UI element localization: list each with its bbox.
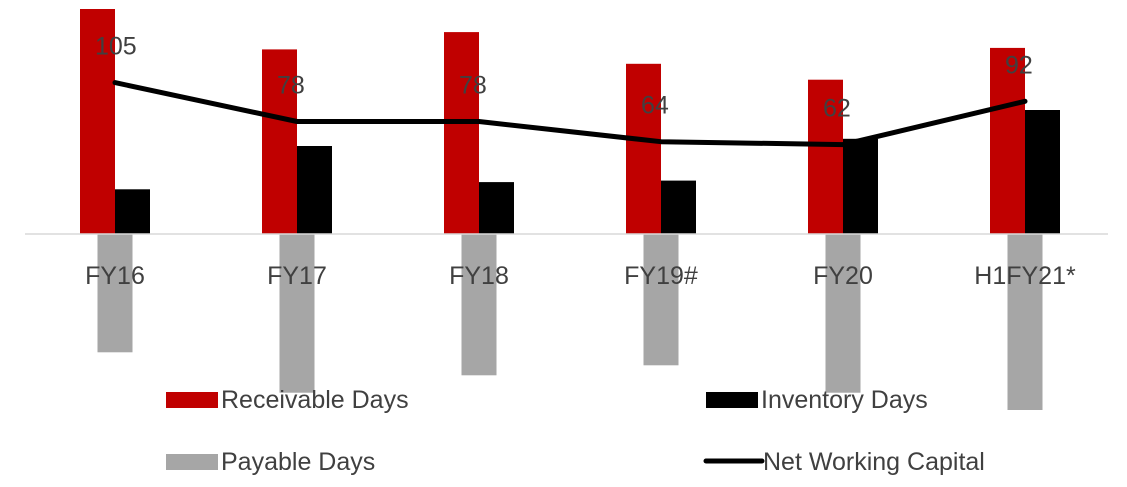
- legend-swatch-payable-days: [166, 454, 218, 470]
- legend-swatch-inventory-days: [706, 392, 758, 408]
- bar-inventory-days-fy18: [479, 182, 514, 234]
- bar-receivable-days-fy18: [444, 32, 479, 234]
- legend-label-payable-days: Payable Days: [221, 448, 375, 476]
- bar-payable-days-fy16: [97, 234, 133, 353]
- bar-payable-days-fy19: [643, 234, 679, 366]
- line-layer: [112, 80, 1028, 148]
- x-tick-label-fy19: FY19#: [624, 262, 698, 290]
- bar-inventory-days-fy16: [115, 189, 150, 234]
- data-label-fy20: 62: [823, 95, 851, 123]
- data-label-fy16: 105: [95, 33, 137, 61]
- legend-label-inventory-days: Inventory Days: [761, 386, 928, 414]
- bar-payable-days-fy20: [825, 234, 861, 393]
- x-tick-label-h1fy21: H1FY21*: [974, 262, 1076, 290]
- data-label-h1fy21: 92: [1005, 51, 1033, 79]
- data-label-fy19: 64: [641, 92, 669, 120]
- bar-receivable-days-fy17: [262, 49, 297, 235]
- legend-item-payable-days: Payable Days: [166, 448, 375, 476]
- x-tick-labels: FY16 FY17 FY18 FY19# FY20 H1FY21*: [85, 262, 1076, 290]
- legend-label-receivable-days: Receivable Days: [221, 386, 409, 414]
- bar-inventory-days-h1fy21: [1025, 110, 1060, 234]
- bar-receivable-days-fy16: [80, 9, 115, 234]
- data-label-fy17: 78: [277, 72, 305, 100]
- bar-inventory-days-fy20: [843, 138, 878, 234]
- line-net-working-capital: [112, 80, 1028, 148]
- bar-inventory-days-fy17: [297, 146, 332, 234]
- legend-item-inventory-days: Inventory Days: [706, 386, 928, 414]
- legend-item-receivable-days: Receivable Days: [166, 386, 409, 414]
- bars-layer: [80, 9, 1060, 410]
- x-tick-label-fy20: FY20: [813, 262, 873, 290]
- data-labels: 105 78 78 64 62 92: [95, 33, 1033, 123]
- data-label-fy18: 78: [459, 72, 487, 100]
- legend-item-net-working-capital: Net Working Capital: [703, 448, 985, 476]
- bar-receivable-days-fy19: [626, 63, 661, 234]
- bar-receivable-days-h1fy21: [990, 47, 1025, 235]
- x-tick-label-fy16: FY16: [85, 262, 145, 290]
- bar-receivable-days-fy20: [808, 79, 843, 234]
- legend-swatch-receivable-days: [166, 392, 218, 408]
- legend-label-net-working-capital: Net Working Capital: [763, 448, 985, 476]
- bar-payable-days-h1fy21: [1007, 234, 1043, 410]
- x-tick-label-fy18: FY18: [449, 262, 509, 290]
- bar-payable-days-fy18: [461, 234, 497, 376]
- x-tick-label-fy17: FY17: [267, 262, 327, 290]
- bar-inventory-days-fy19: [661, 180, 696, 234]
- bar-payable-days-fy17: [279, 234, 315, 393]
- legend: Receivable Days Inventory Days Payable Day…: [166, 386, 985, 476]
